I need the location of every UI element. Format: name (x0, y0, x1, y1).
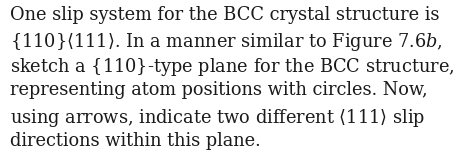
Text: directions within this plane.: directions within this plane. (10, 132, 261, 150)
Text: representing atom positions with circles. Now,: representing atom positions with circles… (10, 81, 428, 99)
Text: using arrows, indicate two different $\langle 111\rangle$ slip: using arrows, indicate two different $\l… (10, 107, 426, 129)
Text: $\{110\}\langle 111\rangle$. In a manner similar to Figure 7.6$b$,: $\{110\}\langle 111\rangle$. In a manner… (10, 31, 443, 53)
Text: sketch a $\{110\}$-type plane for the BCC structure,: sketch a $\{110\}$-type plane for the BC… (10, 56, 455, 78)
Text: One slip system for the BCC crystal structure is: One slip system for the BCC crystal stru… (10, 6, 440, 24)
